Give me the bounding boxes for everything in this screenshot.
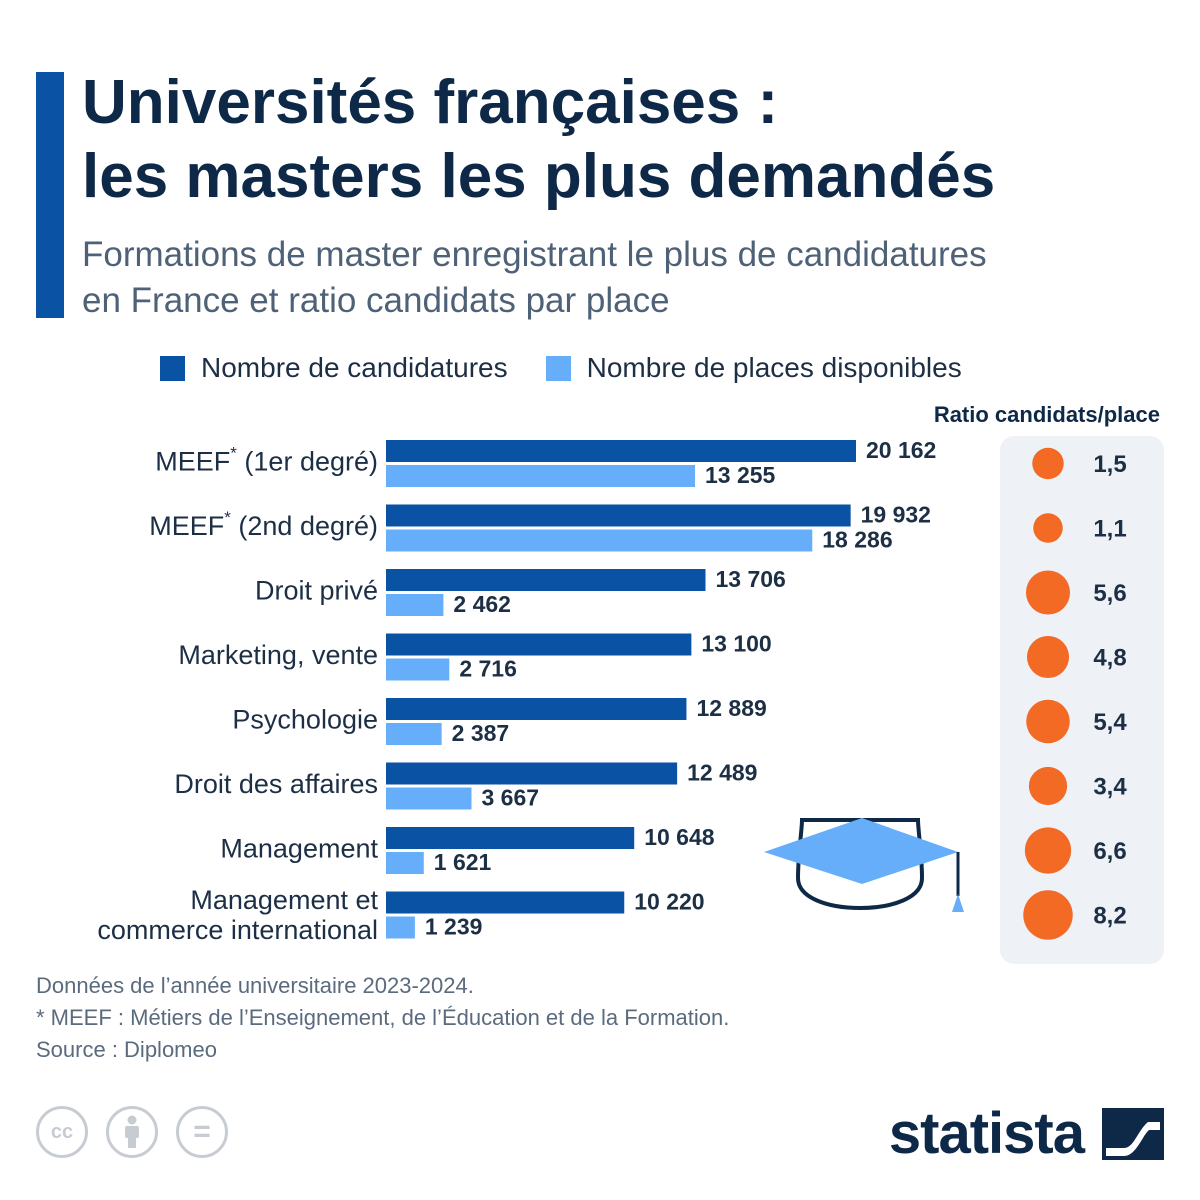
ratio-value-2: 5,6 [1093,580,1126,607]
brand-name: statista [888,1101,1085,1166]
value-label-places-2: 2 462 [453,591,511,617]
note-meef: * MEEF : Métiers de l’Enseignement, de l… [36,1005,730,1030]
bar-places-7 [386,916,415,939]
page-title: Universités françaises : les masters les… [82,66,995,214]
bar-applications-5 [386,762,678,785]
ratio-bubble-5 [1028,766,1068,806]
legend-swatch-applications [160,355,185,381]
value-label-applications-3: 13 100 [701,631,771,657]
bar-applications-3 [386,633,692,656]
category-label-0: MEEF* (1er degré) [155,443,378,476]
legend-item-places: Nombre de places disponibles [545,352,962,384]
statista-logo-icon [1102,1107,1164,1160]
title-accent-bar [36,72,64,318]
category-label-4: Psychologie [232,705,378,735]
value-label-places-5: 3 667 [481,785,539,811]
title-line-2: les masters les plus demandés [82,142,996,211]
ratio-title: Ratio candidats/place [933,402,1160,427]
bar-places-3 [386,658,450,681]
ratio-panel [1000,436,1164,964]
attribution-icon[interactable] [106,1106,158,1158]
category-label-2: Droit privé [255,576,378,606]
subtitle-line-2: en France et ratio candidats par place [82,281,670,320]
ratio-value-4: 5,4 [1093,709,1127,736]
value-label-places-4: 2 387 [452,720,510,746]
bar-places-1 [386,529,813,552]
category-label-3: Marketing, vente [178,640,378,670]
value-label-places-7: 1 239 [425,914,483,940]
category-label-7: Management et commerce international [97,885,378,945]
value-label-applications-7: 10 220 [634,889,704,915]
ratio-value-1: 1,1 [1093,515,1126,542]
ratio-value-5: 3,4 [1093,773,1127,800]
bar-places-2 [386,594,444,616]
legend-label-places: Nombre de places disponibles [586,352,962,383]
value-label-applications-2: 13 706 [716,566,786,592]
value-label-places-6: 1 621 [434,849,492,875]
bar-applications-4 [386,698,687,720]
bar-applications-0 [386,440,856,462]
source: Source : Diplomeo [36,1037,217,1062]
ratio-bubble-4 [1026,699,1070,744]
bar-places-0 [386,465,695,487]
license-icons: cc = [36,1106,246,1158]
category-label-5: Droit des affaires [174,769,378,799]
legend-item-applications: Nombre de candidatures [160,352,508,384]
bar-applications-1 [386,504,851,527]
ratio-value-7: 8,2 [1093,902,1126,929]
legend-swatch-places [545,355,571,381]
bar-places-4 [386,723,442,745]
bar-applications-2 [386,569,706,591]
value-label-applications-5: 12 489 [687,760,757,786]
ratio-value-3: 4,8 [1093,644,1126,671]
subtitle-line-1: Formations de master enregistrant le plu… [82,235,987,274]
person-icon [125,1115,139,1148]
statista-logo[interactable]: statista [889,1100,1164,1167]
no-derivatives-icon[interactable]: = [176,1106,228,1158]
bar-applications-7 [386,891,625,914]
ratio-bubble-2 [1025,570,1071,615]
value-label-places-1: 18 286 [822,527,892,553]
ratio-value-6: 6,6 [1093,838,1126,865]
chart-legend: Nombre de candidatures Nombre de places … [160,352,1000,384]
bar-places-6 [386,852,424,874]
ratio-value-0: 1,5 [1093,451,1126,478]
value-label-places-0: 13 255 [705,462,776,488]
subtitle: Formations de master enregistrant le plu… [82,232,1182,324]
notes: Données de l’année universitaire 2023-20… [36,970,729,1066]
note-year: Données de l’année universitaire 2023-20… [36,973,474,998]
legend-label-applications: Nombre de candidatures [201,352,508,383]
graduation-cap-icon [764,818,964,912]
value-label-applications-0: 20 162 [866,437,936,463]
value-label-applications-6: 10 648 [644,824,715,850]
creative-commons-icon[interactable]: cc [36,1106,88,1158]
ratio-bubble-7 [1023,890,1073,940]
bars-group: 20 162 13 255 MEEF* (1er degré) 1,5 19 93218… [97,437,1127,945]
category-label-6: Management [220,834,378,864]
bar-places-5 [386,787,472,810]
category-label-1: MEEF* (2nd degré) [149,508,378,541]
value-label-applications-4: 12 889 [696,695,766,721]
value-label-places-3: 2 716 [459,656,517,682]
ratio-bubble-0 [1032,447,1064,480]
ratio-bubble-3 [1026,635,1070,679]
title-line-1: Universités françaises : [82,68,779,137]
bar-applications-6 [386,827,635,849]
value-label-applications-1: 19 932 [861,502,931,528]
ratio-bubble-6 [1024,827,1072,874]
ratio-bubble-1 [1033,513,1063,543]
